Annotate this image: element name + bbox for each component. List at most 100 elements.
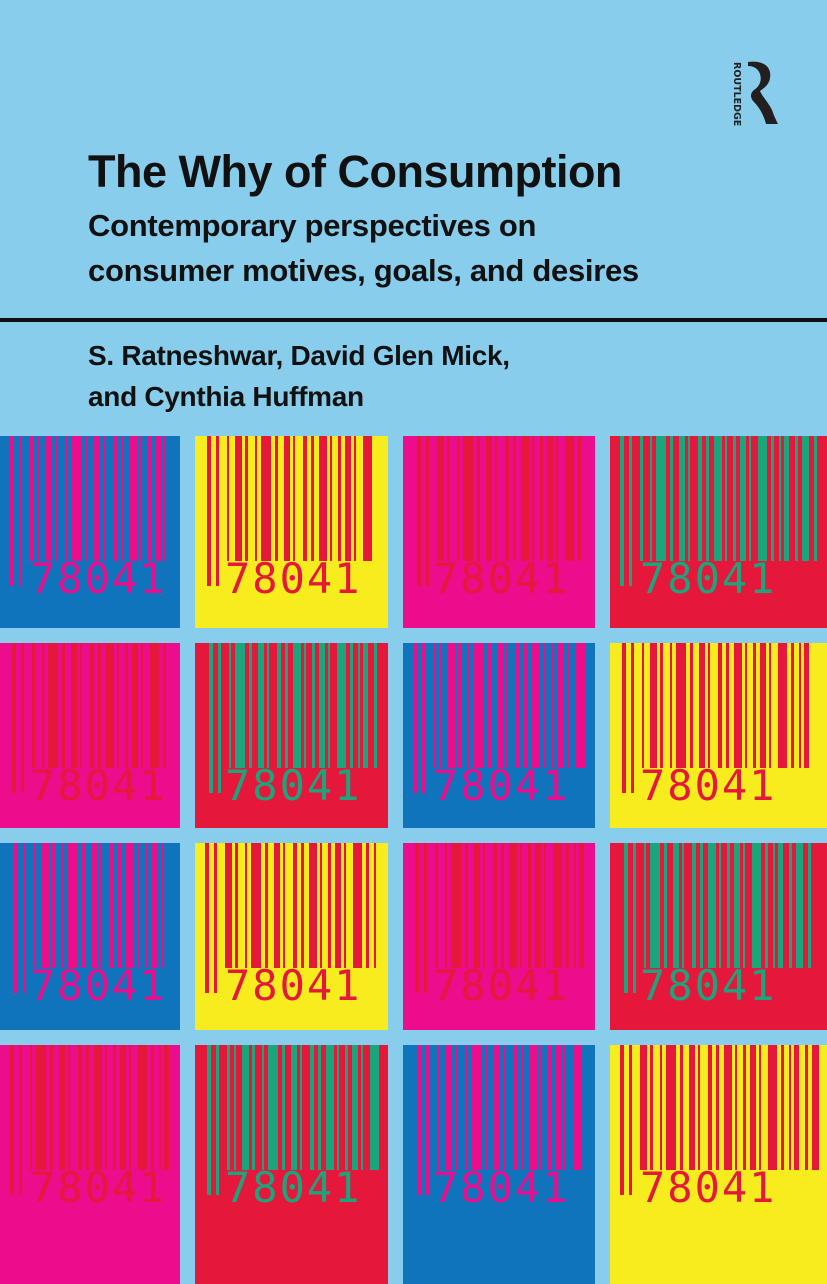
barcode-bar [293, 643, 301, 768]
barcode-bar [129, 436, 137, 561]
barcode-bar [335, 843, 341, 968]
barcode-bar [553, 843, 562, 968]
barcode-bar [505, 436, 509, 561]
barcode-number: 78041 [640, 961, 777, 1010]
barcode-bar [91, 843, 97, 968]
barcode-bar [268, 1045, 278, 1170]
barcode-bar [205, 843, 209, 993]
barcode-bar [656, 436, 666, 561]
barcode-bar [532, 436, 534, 561]
barcode-bar [540, 436, 543, 561]
barcode-bar [152, 843, 158, 968]
barcode-bar [71, 643, 77, 768]
barcode-bar [791, 643, 794, 768]
barcode-bar [688, 436, 690, 561]
barcode-bar [620, 436, 624, 586]
svg-text:ROUTLEDGE: ROUTLEDGE [731, 62, 742, 126]
barcode-bar [106, 643, 114, 768]
barcode-bar [448, 643, 455, 768]
barcode-bar [660, 1045, 662, 1170]
barcode-bar [164, 1045, 169, 1170]
barcode-bar [415, 843, 419, 993]
barcode-bar [245, 843, 247, 968]
barcode-bar [760, 643, 766, 768]
barcode-bar [30, 436, 33, 561]
barcode-bar [532, 643, 540, 768]
barcode-bar [258, 643, 264, 768]
barcode-bar [650, 436, 652, 561]
barcode-bar [311, 436, 314, 561]
barcode-bar [673, 843, 679, 968]
barcode-bar [252, 1045, 255, 1170]
barcode-bar [282, 1045, 285, 1170]
barcode-bar [750, 1045, 756, 1170]
barcode-bar [100, 843, 102, 968]
barcode-bar [337, 1045, 339, 1170]
barcode-bar [361, 1045, 363, 1170]
barcode-bar [528, 843, 531, 968]
barcode-bar [725, 436, 727, 561]
barcode-bar [521, 436, 529, 561]
barcode-bar [366, 843, 369, 968]
barcode-bar [125, 643, 128, 768]
barcode-bar [524, 643, 527, 768]
barcode-bar [304, 643, 306, 768]
barcode-bar [161, 843, 163, 968]
barcode-bar [734, 843, 740, 968]
barcode-bar [578, 436, 581, 561]
barcode-bar [164, 436, 166, 561]
barcode-bar [23, 843, 26, 993]
barcode-bar [216, 436, 219, 586]
barcode-tile: 78041 [195, 436, 388, 628]
barcode-bar [629, 436, 632, 586]
barcode-bar [209, 643, 213, 793]
barcode-bar [540, 1045, 542, 1170]
barcode-bar [62, 643, 65, 768]
barcode-bar [794, 1045, 799, 1170]
barcode-bar [495, 436, 497, 561]
barcode-bar [781, 1045, 784, 1170]
barcode-number: 78041 [640, 761, 777, 810]
barcode-bar [734, 643, 742, 768]
barcode-bar [242, 1045, 249, 1170]
barcode-bar [216, 1045, 219, 1195]
barcode-bar [320, 843, 322, 968]
barcode-bar [516, 643, 520, 768]
barcode-number: 78041 [225, 554, 362, 603]
barcode-bar [265, 843, 268, 968]
barcode-bar [573, 1045, 582, 1170]
barcode-bar [155, 436, 161, 561]
barcode-bar [740, 436, 746, 561]
barcode-bar [753, 643, 756, 768]
barcode-bar [45, 436, 52, 561]
barcode-bar [567, 643, 569, 768]
barcode-number: 78041 [640, 554, 777, 603]
barcode-bar [689, 1045, 695, 1170]
barcode-bar [10, 1045, 14, 1195]
barcode-bar [363, 643, 368, 768]
barcode-bar [417, 1045, 421, 1195]
barcode-bar [82, 843, 85, 968]
barcode-bar [474, 843, 480, 968]
barcode-bar [71, 436, 81, 561]
barcode-bar [48, 643, 58, 768]
barcode-bar [497, 643, 503, 768]
barcode-bar [363, 436, 372, 561]
barcode-bar [235, 436, 242, 561]
barcode-bar [262, 1045, 264, 1170]
barcode-bar [293, 436, 295, 561]
barcode-tile: 78041 [403, 436, 595, 628]
barcode-tile: 78041 [610, 843, 827, 1030]
authors-line-1: S. Ratneshwar, David Glen Mick, [88, 340, 510, 371]
barcode-bar [477, 436, 480, 561]
barcode-bar [650, 1045, 653, 1170]
barcode-number: 78041 [433, 1163, 570, 1212]
barcode-bar [86, 1045, 89, 1170]
barcode-bar [804, 643, 809, 768]
barcode-bar [113, 436, 117, 561]
barcode-bar [19, 436, 22, 586]
barcode-bar [50, 1045, 53, 1170]
barcode-bar [300, 1045, 302, 1170]
barcode-bar [437, 436, 444, 561]
barcode-bar [318, 1045, 321, 1170]
